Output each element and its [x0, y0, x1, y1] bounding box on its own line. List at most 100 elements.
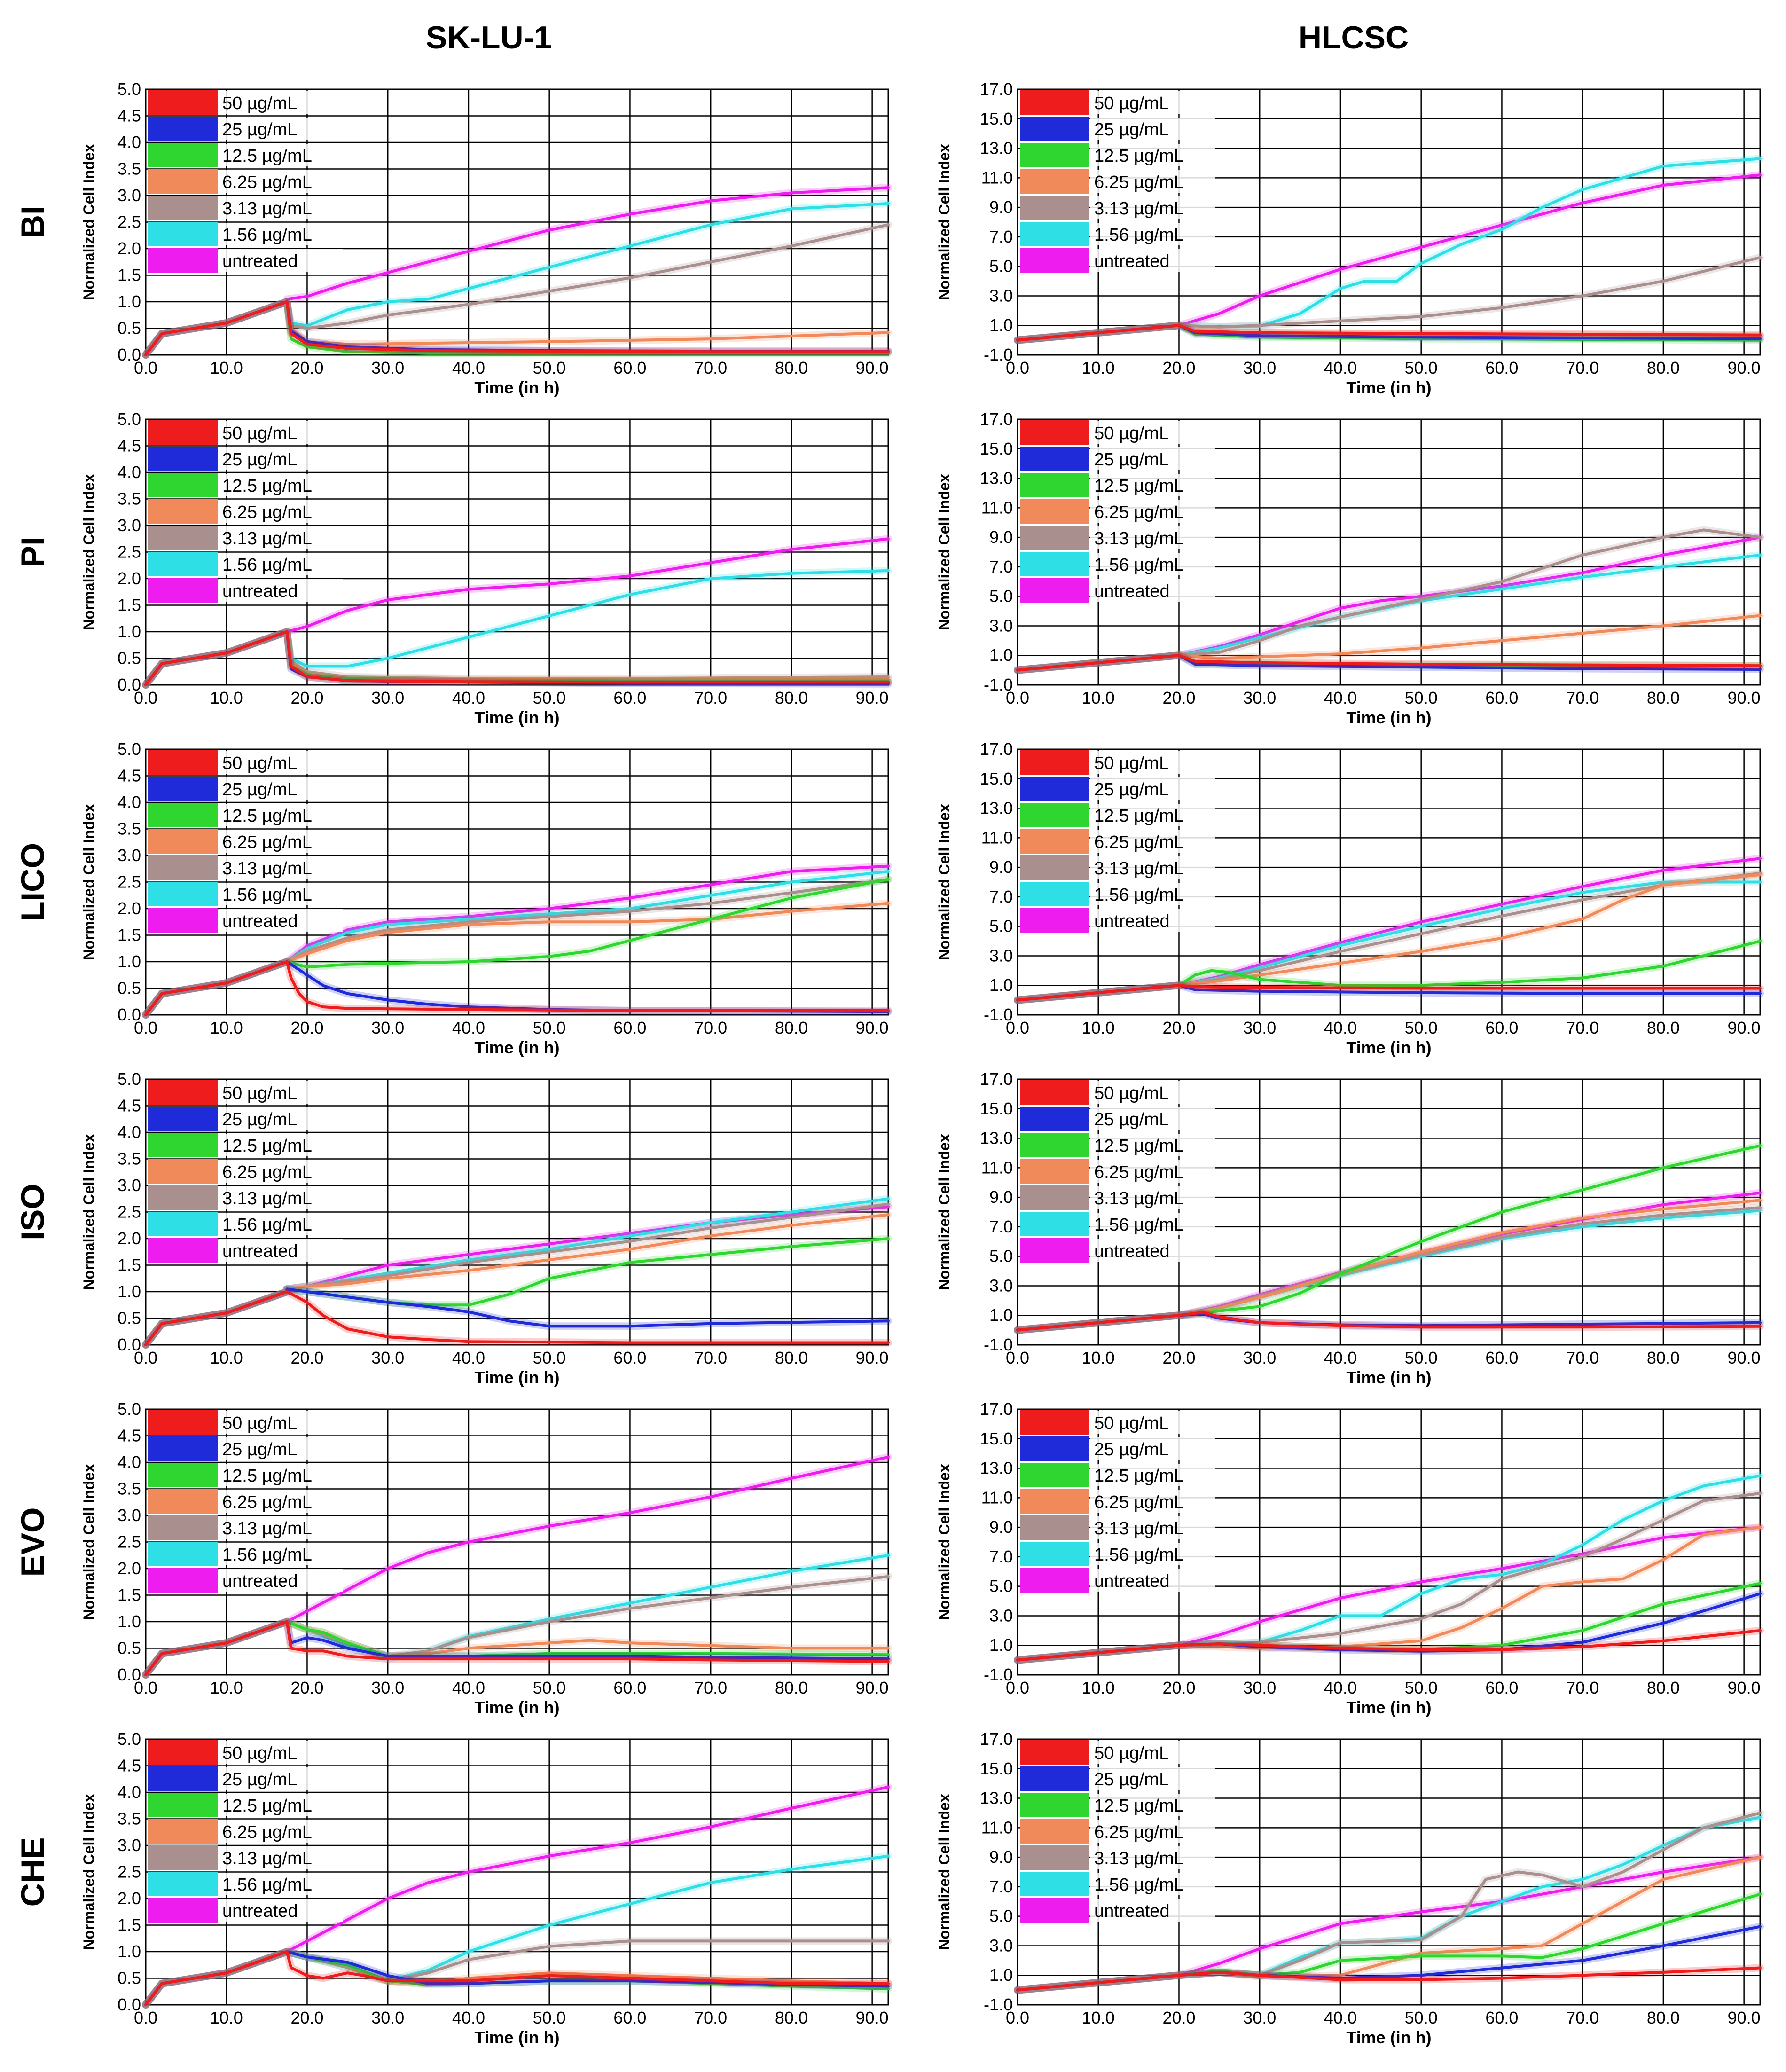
- x-tick-label: 20.0: [1162, 688, 1195, 707]
- legend-label-1-56-ug-ml: 1.56 µg/mL: [1094, 1875, 1184, 1895]
- x-tick-label: 80.0: [775, 1018, 808, 1037]
- legend-label-untreated: untreated: [222, 1241, 298, 1261]
- legend-swatch-untreated: [148, 908, 218, 933]
- legend-label-6-25-ug-ml: 6.25 µg/mL: [1094, 1492, 1184, 1512]
- legend-label-bg: [219, 1160, 343, 1183]
- legend-label-6-25-ug-ml: 6.25 µg/mL: [222, 832, 312, 852]
- legend-label-bg: [219, 1213, 343, 1235]
- legend-label-6-25-ug-ml: 6.25 µg/mL: [1094, 173, 1184, 192]
- legend-label-bg: [219, 553, 343, 575]
- y-tick-label: 4.5: [118, 436, 141, 455]
- legend-label-25-ug-ml: 25 µg/mL: [1094, 1110, 1169, 1130]
- y-tick-label: 0.0: [118, 675, 141, 694]
- legend-swatch-1-56-ug-ml: [1020, 882, 1089, 906]
- legend-label-bg: [1090, 830, 1215, 853]
- legend-swatch-1-56-ug-ml: [148, 222, 218, 246]
- legend-swatch-25-ug-ml: [1020, 1436, 1089, 1461]
- x-tick-label: 0.0: [134, 688, 157, 707]
- x-tick-label: 50.0: [533, 2008, 566, 2027]
- x-tick-label: 10.0: [210, 2008, 243, 2027]
- legend-label-1-56-ug-ml: 1.56 µg/mL: [1094, 1215, 1184, 1235]
- x-tick-label: 90.0: [1728, 2008, 1761, 2027]
- legend-label-12-5-ug-ml: 12.5 µg/mL: [222, 476, 312, 496]
- y-tick-label: 3.0: [989, 946, 1013, 965]
- legend-label-50-ug-ml: 50 µg/mL: [222, 1743, 297, 1763]
- y-tick-label: 9.0: [989, 527, 1013, 547]
- legend-swatch-6-25-ug-ml: [148, 499, 218, 524]
- x-axis-label: Time (in h): [1346, 1038, 1431, 1057]
- y-tick-label: 17.0: [980, 1069, 1013, 1089]
- legend-swatch-3-13-ug-ml: [148, 1185, 218, 1210]
- y-tick-label: 4.0: [118, 1122, 141, 1142]
- legend-swatch-12-5-ug-ml: [148, 143, 218, 167]
- y-tick-label: 11.0: [981, 498, 1013, 517]
- chart-panel-pi-sk-lu-1: 0.0 10.0 20.0 30.0 40.0 50.0 60.0 70.0 80.0 90.0 0…: [80, 409, 892, 727]
- x-tick-label: 50.0: [1405, 1678, 1438, 1697]
- y-tick-label: -1.0: [984, 675, 1013, 694]
- x-tick-label: 60.0: [613, 1678, 646, 1697]
- legend-label-bg: [219, 1134, 343, 1156]
- y-tick-label: 5.0: [989, 257, 1013, 276]
- legend-label-6-25-ug-ml: 6.25 µg/mL: [1094, 1162, 1184, 1182]
- legend-swatch-6-25-ug-ml: [148, 169, 218, 194]
- x-tick-label: 0.0: [1006, 1678, 1029, 1697]
- legend-label-12-5-ug-ml: 12.5 µg/mL: [222, 1796, 312, 1816]
- x-tick-label: 40.0: [452, 358, 485, 377]
- legend-label-6-25-ug-ml: 6.25 µg/mL: [222, 1492, 312, 1512]
- legend-label-bg: [219, 1490, 343, 1513]
- y-tick-label: -1.0: [984, 1665, 1013, 1684]
- x-tick-label: 40.0: [452, 1678, 485, 1697]
- x-tick-label: 70.0: [1566, 688, 1599, 707]
- x-tick-label: 50.0: [1405, 688, 1438, 707]
- y-tick-label: 0.5: [118, 979, 141, 998]
- y-tick-label: 3.5: [118, 1479, 141, 1499]
- legend-swatch-50-ug-ml: [148, 1080, 218, 1105]
- legend-label-bg: [219, 883, 343, 905]
- y-axis-label: Normalized Cell Index: [936, 474, 953, 630]
- y-axis-label: Normalized Cell Index: [936, 1134, 953, 1290]
- y-axis-label: Normalized Cell Index: [80, 144, 97, 300]
- y-tick-label: 2.5: [118, 872, 141, 892]
- legend-label-bg: [1090, 909, 1215, 932]
- legend-label-bg: [1090, 500, 1215, 523]
- row-label-bi: BI: [14, 206, 51, 239]
- x-tick-label: 40.0: [1324, 1018, 1357, 1037]
- legend-label-bg: [219, 196, 343, 219]
- chart-panel-evo-hlcsc: 0.0 10.0 20.0 30.0 40.0 50.0 60.0 70.0 80.0 90.0 -…: [936, 1399, 1764, 1717]
- x-tick-label: 10.0: [1082, 688, 1115, 707]
- x-axis-label: Time (in h): [474, 1038, 559, 1057]
- y-tick-label: 9.0: [989, 197, 1013, 217]
- x-tick-label: 80.0: [775, 1678, 808, 1697]
- y-tick-label: 3.0: [989, 286, 1013, 305]
- legend-label-bg: [1090, 421, 1215, 444]
- legend-swatch-3-13-ug-ml: [148, 1515, 218, 1540]
- legend-label-3-13-ug-ml: 3.13 µg/mL: [222, 1189, 312, 1209]
- y-tick-label: 13.0: [980, 799, 1013, 818]
- legend-label-bg: [219, 91, 343, 114]
- series-line-50-ug-ml: [144, 1290, 890, 1346]
- legend-label-bg: [219, 579, 343, 602]
- legend-label-3-13-ug-ml: 3.13 µg/mL: [1094, 529, 1184, 549]
- legend-swatch-50-ug-ml: [1020, 1410, 1089, 1435]
- x-tick-label: 90.0: [856, 688, 889, 707]
- legend-swatch-12-5-ug-ml: [1020, 143, 1089, 167]
- legend-label-bg: [219, 249, 343, 272]
- x-tick-label: 10.0: [1082, 1018, 1115, 1037]
- y-tick-label: 3.0: [118, 1506, 141, 1525]
- legend-label-bg: [219, 1516, 343, 1539]
- x-tick-label: 70.0: [694, 2008, 727, 2027]
- legend-label-12-5-ug-ml: 12.5 µg/mL: [1094, 146, 1184, 166]
- y-tick-label: 5.0: [989, 1907, 1013, 1926]
- legend-label-25-ug-ml: 25 µg/mL: [1094, 450, 1169, 470]
- x-tick-label: 90.0: [856, 358, 889, 377]
- legend-swatch-untreated: [1020, 578, 1089, 603]
- x-tick-label: 30.0: [371, 358, 404, 377]
- legend-label-untreated: untreated: [1094, 251, 1170, 271]
- y-tick-label: 5.0: [118, 409, 141, 429]
- legend-label-3-13-ug-ml: 3.13 µg/mL: [1094, 1189, 1184, 1209]
- chart-panel-iso-hlcsc: 0.0 10.0 20.0 30.0 40.0 50.0 60.0 70.0 80.0 90.0 -…: [936, 1069, 1764, 1387]
- x-tick-label: 30.0: [371, 1678, 404, 1697]
- legend-swatch-untreated: [148, 1568, 218, 1593]
- legend-swatch-12-5-ug-ml: [148, 473, 218, 497]
- legend-swatch-25-ug-ml: [1020, 447, 1089, 471]
